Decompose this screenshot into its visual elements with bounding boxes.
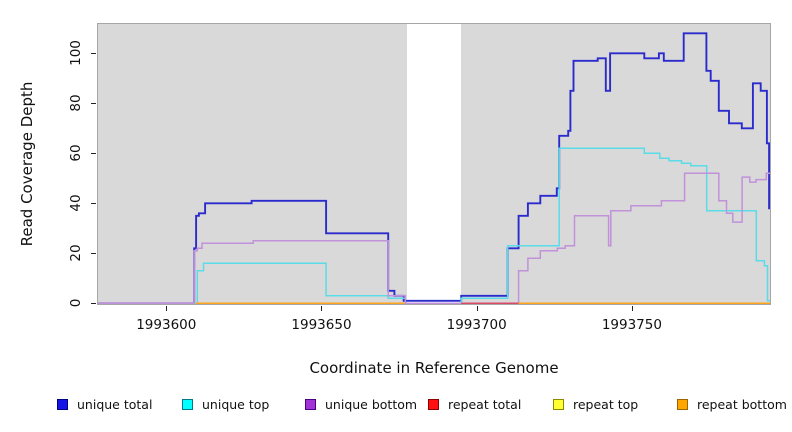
y-tick — [91, 53, 96, 55]
x-axis-title: Coordinate in Reference Genome — [309, 359, 559, 377]
x-tick — [321, 306, 323, 311]
series-unique-top-line — [98, 147, 770, 304]
legend-swatch-unique-total — [57, 398, 68, 410]
legend-label: repeat top — [573, 396, 639, 412]
series-unique-bottom-line — [98, 172, 770, 304]
x-tick-label: 1993650 — [291, 317, 352, 333]
x-tick-label: 1993600 — [136, 317, 197, 333]
legend-label: repeat bottom — [697, 396, 787, 412]
y-tick-label: 40 — [68, 194, 84, 212]
y-tick-label: 60 — [68, 144, 84, 162]
legend-item-unique-bottom: unique bottom — [305, 394, 417, 414]
x-tick — [631, 306, 633, 311]
legend-swatch-unique-top — [182, 398, 193, 410]
legend-swatch-unique-bottom — [305, 398, 316, 410]
legend: unique total unique top unique bottom repea… — [0, 394, 792, 418]
y-tick-label: 20 — [68, 244, 84, 262]
y-tick — [91, 253, 96, 255]
legend-label: unique total — [77, 396, 153, 412]
y-tick — [91, 303, 96, 305]
legend-swatch-repeat-total — [428, 398, 439, 410]
y-tick — [91, 203, 96, 205]
series-layer — [98, 32, 770, 304]
legend-swatch-repeat-bottom — [677, 398, 688, 410]
x-tick — [166, 306, 168, 311]
y-axis-title: Read Coverage Depth — [18, 81, 36, 247]
y-tick-label: 80 — [68, 94, 84, 112]
legend-item-unique-total: unique total — [57, 394, 152, 414]
y-tick — [91, 103, 96, 105]
legend-item-repeat-bottom: repeat bottom — [677, 394, 787, 414]
x-tick-label: 1993750 — [601, 317, 662, 333]
series-unique-total-line — [98, 32, 770, 304]
legend-item-repeat-top: repeat top — [553, 394, 638, 414]
x-tick-label: 1993700 — [446, 317, 507, 333]
plot-area — [97, 23, 771, 305]
masked-region — [406, 24, 462, 304]
x-tick — [476, 306, 478, 311]
legend-label: unique top — [202, 396, 270, 412]
legend-label: unique bottom — [325, 396, 418, 412]
y-tick-label: 0 — [68, 299, 84, 308]
legend-label: repeat total — [448, 396, 522, 412]
y-tick — [91, 153, 96, 155]
y-tick-label: 100 — [68, 40, 84, 67]
legend-swatch-repeat-top — [553, 398, 564, 410]
legend-item-repeat-total: repeat total — [428, 394, 521, 414]
legend-item-unique-top: unique top — [182, 394, 269, 414]
